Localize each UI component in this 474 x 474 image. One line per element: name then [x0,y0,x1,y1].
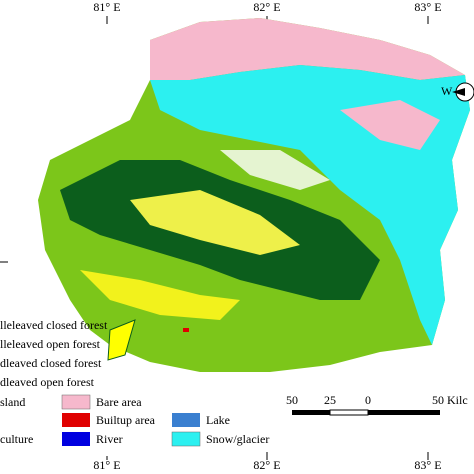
scale-label: 0 [365,393,371,407]
lon-label: 81° E [93,0,120,14]
legend-label: dleaved open forest [0,375,95,389]
legend-swatch [172,413,200,427]
legend-label: Lake [206,413,230,427]
lon-label: 82° E [253,0,280,14]
bare-patch [340,100,440,150]
scale-bar: 50 25 0 50 Kilc [286,393,468,416]
legend-swatch [62,413,90,427]
coordinates: 81° E 82° E 83° E 81° E 82° E 83° E [93,0,441,472]
compass: W [441,82,474,102]
open-forest [80,270,240,320]
compass-label: W [441,84,453,98]
legend-label: sland [0,395,25,409]
bare-zone [150,18,465,80]
legend: lleleaved closed forest lleleaved open f… [0,318,269,456]
scale-label: 25 [324,393,336,407]
scale-segment [368,410,440,415]
legend-swatch [61,394,91,410]
lon-label: 82° E [253,458,280,472]
compass-arrow [452,88,465,96]
lon-label: 83° E [414,0,441,14]
river-valley [107,319,136,361]
legend-label: Snow/glacier [206,432,269,446]
highland [220,150,330,190]
legend-label: dleaved closed forest [0,356,102,370]
legend-swatch [62,432,90,446]
scale-segment [292,410,330,415]
scale-label: 50 [286,393,298,407]
land-cover [38,18,470,372]
legend-bg [0,396,250,456]
scale-label: 50 Kilc [432,393,468,407]
legend-label: lleleaved closed forest [0,318,108,332]
builtup [183,328,189,332]
legend-label: lleleaved open forest [0,337,101,351]
scale-segment [329,409,369,416]
legend-label: Bare area [96,395,142,409]
lon-label: 81° E [93,458,120,472]
legend-swatch [171,431,201,447]
lon-label: 83° E [414,458,441,472]
legend-label: River [96,432,123,446]
legend-label: culture [0,432,33,446]
legend-label: Builtup area [96,413,156,427]
open-forest [130,190,300,255]
